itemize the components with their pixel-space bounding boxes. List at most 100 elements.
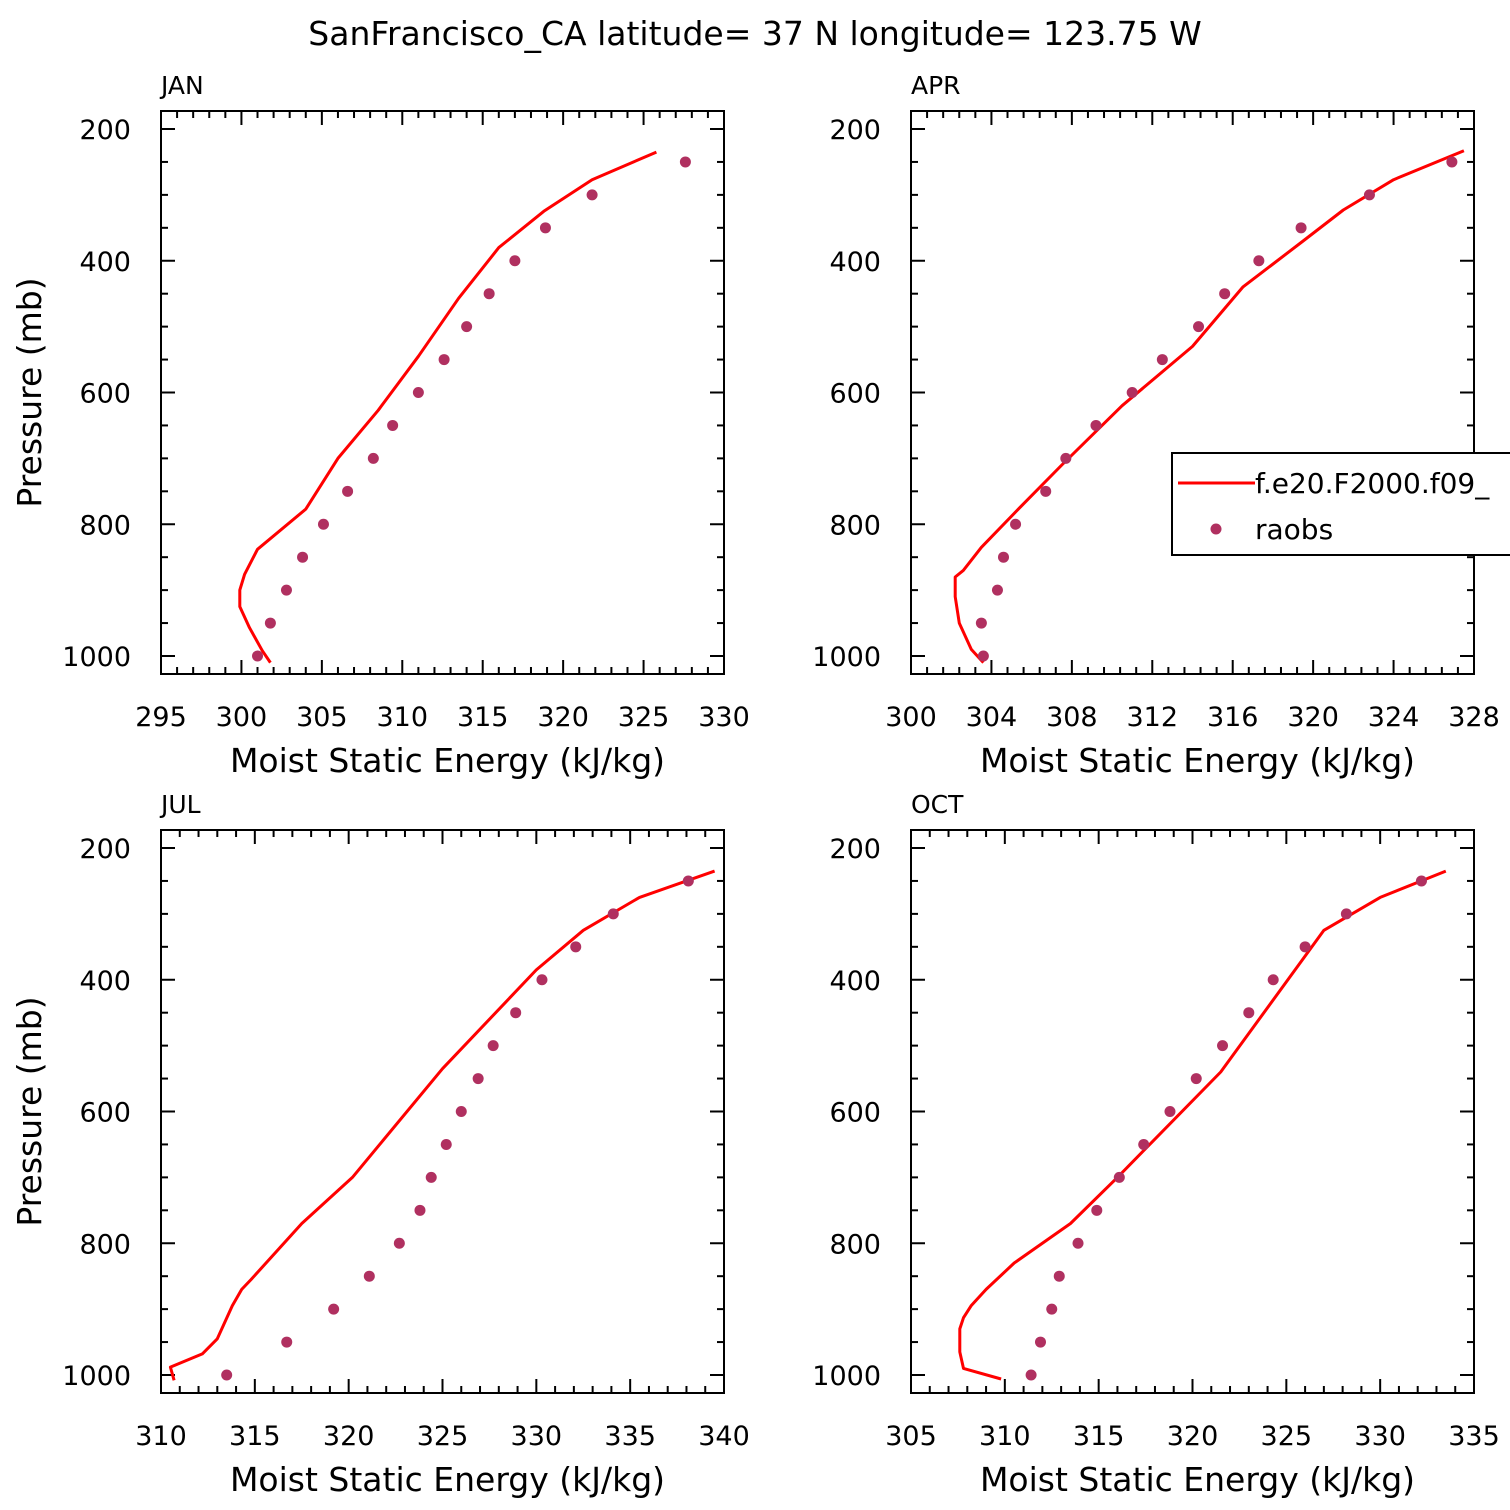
obs-point bbox=[586, 189, 598, 201]
obs-point bbox=[1363, 189, 1375, 201]
y-tick-label: 1000 bbox=[62, 642, 131, 673]
model-line-oct bbox=[958, 869, 1447, 1381]
obs-point bbox=[1299, 941, 1311, 953]
legend-dot-swatch bbox=[1210, 523, 1222, 535]
legend-model-label: f.e20.F2000.f09_ bbox=[1255, 467, 1490, 500]
x-tick-label: 300 bbox=[216, 702, 268, 733]
x-tick-label: 305 bbox=[885, 1421, 937, 1452]
panel-jul: 310 315 320 325 330 335 340 200 400 600 800 1000 JUL… bbox=[10, 790, 750, 1499]
model-line-jan bbox=[238, 150, 657, 664]
x-tick-label: 310 bbox=[979, 1421, 1031, 1452]
obs-point bbox=[1267, 974, 1279, 986]
panel-jan: 295 300 305 310 315 320 325 330 200 400 600 800 1000… bbox=[10, 71, 750, 780]
x-tick-label: 295 bbox=[135, 702, 187, 733]
obs-point bbox=[607, 908, 619, 920]
y-tick-label: 200 bbox=[79, 834, 131, 865]
obs-point bbox=[679, 156, 691, 168]
plot-frame bbox=[160, 829, 725, 1394]
obs-point bbox=[297, 551, 309, 563]
x-tick-label: 312 bbox=[1127, 702, 1179, 733]
y-tick-label: 600 bbox=[79, 1098, 131, 1129]
y-tick-label: 1000 bbox=[812, 642, 881, 673]
obs-point bbox=[1415, 875, 1427, 887]
obs-point bbox=[1164, 1106, 1176, 1117]
obs-point bbox=[1446, 156, 1458, 168]
x-tick-label: 315 bbox=[457, 702, 509, 733]
x-tick-label: 328 bbox=[1448, 702, 1500, 733]
x-axis-label: Moist Static Energy (kJ/kg) bbox=[230, 741, 665, 780]
obs-point bbox=[1190, 1073, 1202, 1085]
x-tick-label: 300 bbox=[885, 702, 937, 733]
obs-point bbox=[472, 1073, 484, 1085]
x-tick-label: 335 bbox=[604, 1421, 656, 1452]
obs-point bbox=[991, 584, 1003, 596]
y-tick-label: 1000 bbox=[62, 1361, 131, 1392]
x-tick-label: 310 bbox=[135, 1421, 187, 1452]
obs-point bbox=[975, 617, 987, 629]
x-tick-label: 330 bbox=[698, 702, 750, 733]
obs-point bbox=[328, 1303, 340, 1315]
y-tick-label: 400 bbox=[79, 247, 131, 278]
obs-point bbox=[414, 1204, 426, 1216]
obs-point bbox=[682, 875, 694, 887]
x-axis-label: Moist Static Energy (kJ/kg) bbox=[980, 1460, 1415, 1499]
y-tick-label: 600 bbox=[829, 1098, 881, 1129]
obs-point bbox=[438, 354, 450, 366]
plot-frame bbox=[160, 110, 725, 675]
obs-point bbox=[1025, 1369, 1037, 1381]
x-tick-label: 305 bbox=[296, 702, 348, 733]
x-tick-label: 315 bbox=[229, 1421, 281, 1452]
y-tick-label: 600 bbox=[829, 379, 881, 410]
panel-title: APR bbox=[911, 71, 961, 100]
figure-title: SanFrancisco_CA latitude= 37 N longitude… bbox=[308, 14, 1201, 53]
x-tick-label: 320 bbox=[1287, 702, 1339, 733]
x-tick-label: 330 bbox=[511, 1421, 563, 1452]
obs-point bbox=[317, 518, 329, 530]
obs-point bbox=[412, 387, 424, 398]
legend: f.e20.F2000.f09_raobs bbox=[1171, 452, 1510, 556]
obs-point bbox=[1091, 1204, 1103, 1216]
y-tick-label: 1000 bbox=[812, 1361, 881, 1392]
obs-point bbox=[1295, 222, 1307, 234]
y-tick-label: 200 bbox=[829, 834, 881, 865]
obs-point bbox=[483, 288, 495, 300]
plot-frame bbox=[910, 829, 1475, 1394]
obs-point bbox=[1113, 1171, 1125, 1183]
obs-point bbox=[281, 1336, 293, 1348]
legend-box bbox=[1171, 452, 1510, 556]
x-tick-label: 320 bbox=[537, 702, 589, 733]
x-tick-label: 316 bbox=[1207, 702, 1259, 733]
obs-point bbox=[1040, 485, 1052, 497]
x-tick-label: 324 bbox=[1368, 702, 1420, 733]
y-tick-label: 600 bbox=[79, 379, 131, 410]
obs-point bbox=[509, 255, 521, 267]
obs-point bbox=[1340, 908, 1352, 920]
obs-point bbox=[440, 1138, 452, 1150]
obs-point bbox=[1046, 1303, 1058, 1315]
y-tick-label: 400 bbox=[829, 966, 881, 997]
y-tick-label: 400 bbox=[829, 247, 881, 278]
obs-point bbox=[455, 1106, 467, 1117]
obs-point bbox=[387, 419, 399, 431]
x-tick-label: 325 bbox=[618, 702, 670, 733]
y-axis-label: Pressure (mb) bbox=[10, 996, 49, 1226]
obs-point bbox=[280, 584, 292, 596]
obs-point bbox=[997, 551, 1009, 563]
y-tick-label: 800 bbox=[829, 510, 881, 541]
x-tick-label: 325 bbox=[1261, 1421, 1313, 1452]
obs-point bbox=[510, 1007, 522, 1019]
obs-point bbox=[1193, 321, 1205, 333]
x-tick-label: 320 bbox=[1167, 1421, 1219, 1452]
y-tick-label: 400 bbox=[79, 966, 131, 997]
obs-point bbox=[1072, 1237, 1084, 1249]
x-axis-label: Moist Static Energy (kJ/kg) bbox=[230, 1460, 665, 1499]
legend-obs-label: raobs bbox=[1255, 513, 1333, 546]
y-tick-label: 200 bbox=[79, 115, 131, 146]
x-tick-label: 304 bbox=[966, 702, 1018, 733]
obs-point bbox=[1010, 518, 1022, 530]
obs-point bbox=[1156, 354, 1168, 366]
panel-title: JAN bbox=[159, 71, 204, 100]
obs-point bbox=[1138, 1138, 1150, 1150]
obs-point bbox=[363, 1270, 375, 1282]
